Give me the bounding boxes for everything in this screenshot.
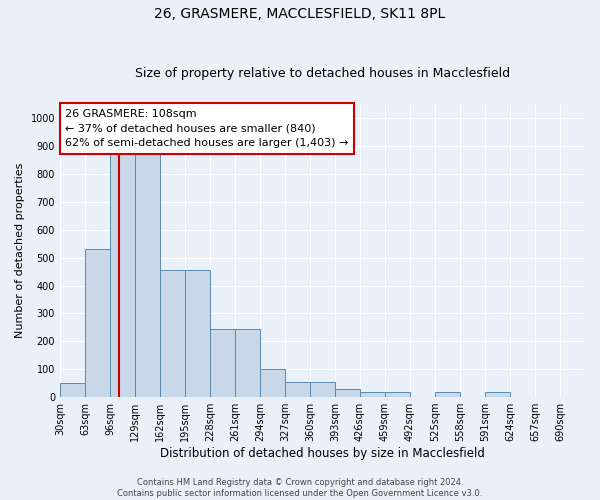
Y-axis label: Number of detached properties: Number of detached properties xyxy=(15,163,25,338)
Bar xyxy=(260,369,285,397)
Bar xyxy=(110,154,135,397)
Bar xyxy=(360,392,385,397)
Bar xyxy=(160,270,185,397)
Bar xyxy=(335,388,360,397)
Bar xyxy=(185,270,210,397)
Text: 26 GRASMERE: 108sqm
← 37% of detached houses are smaller (840)
62% of semi-detac: 26 GRASMERE: 108sqm ← 37% of detached ho… xyxy=(65,108,349,148)
Bar xyxy=(485,392,510,397)
Text: 26, GRASMERE, MACCLESFIELD, SK11 8PL: 26, GRASMERE, MACCLESFIELD, SK11 8PL xyxy=(154,8,446,22)
Bar xyxy=(385,392,410,397)
Bar xyxy=(285,382,310,397)
Bar xyxy=(85,250,110,397)
Bar xyxy=(210,329,235,397)
X-axis label: Distribution of detached houses by size in Macclesfield: Distribution of detached houses by size … xyxy=(160,447,485,460)
Title: Size of property relative to detached houses in Macclesfield: Size of property relative to detached ho… xyxy=(135,66,510,80)
Text: Contains HM Land Registry data © Crown copyright and database right 2024.
Contai: Contains HM Land Registry data © Crown c… xyxy=(118,478,482,498)
Bar xyxy=(235,329,260,397)
Bar xyxy=(60,383,85,397)
Bar xyxy=(135,154,160,397)
Bar xyxy=(435,392,460,397)
Bar xyxy=(310,382,335,397)
